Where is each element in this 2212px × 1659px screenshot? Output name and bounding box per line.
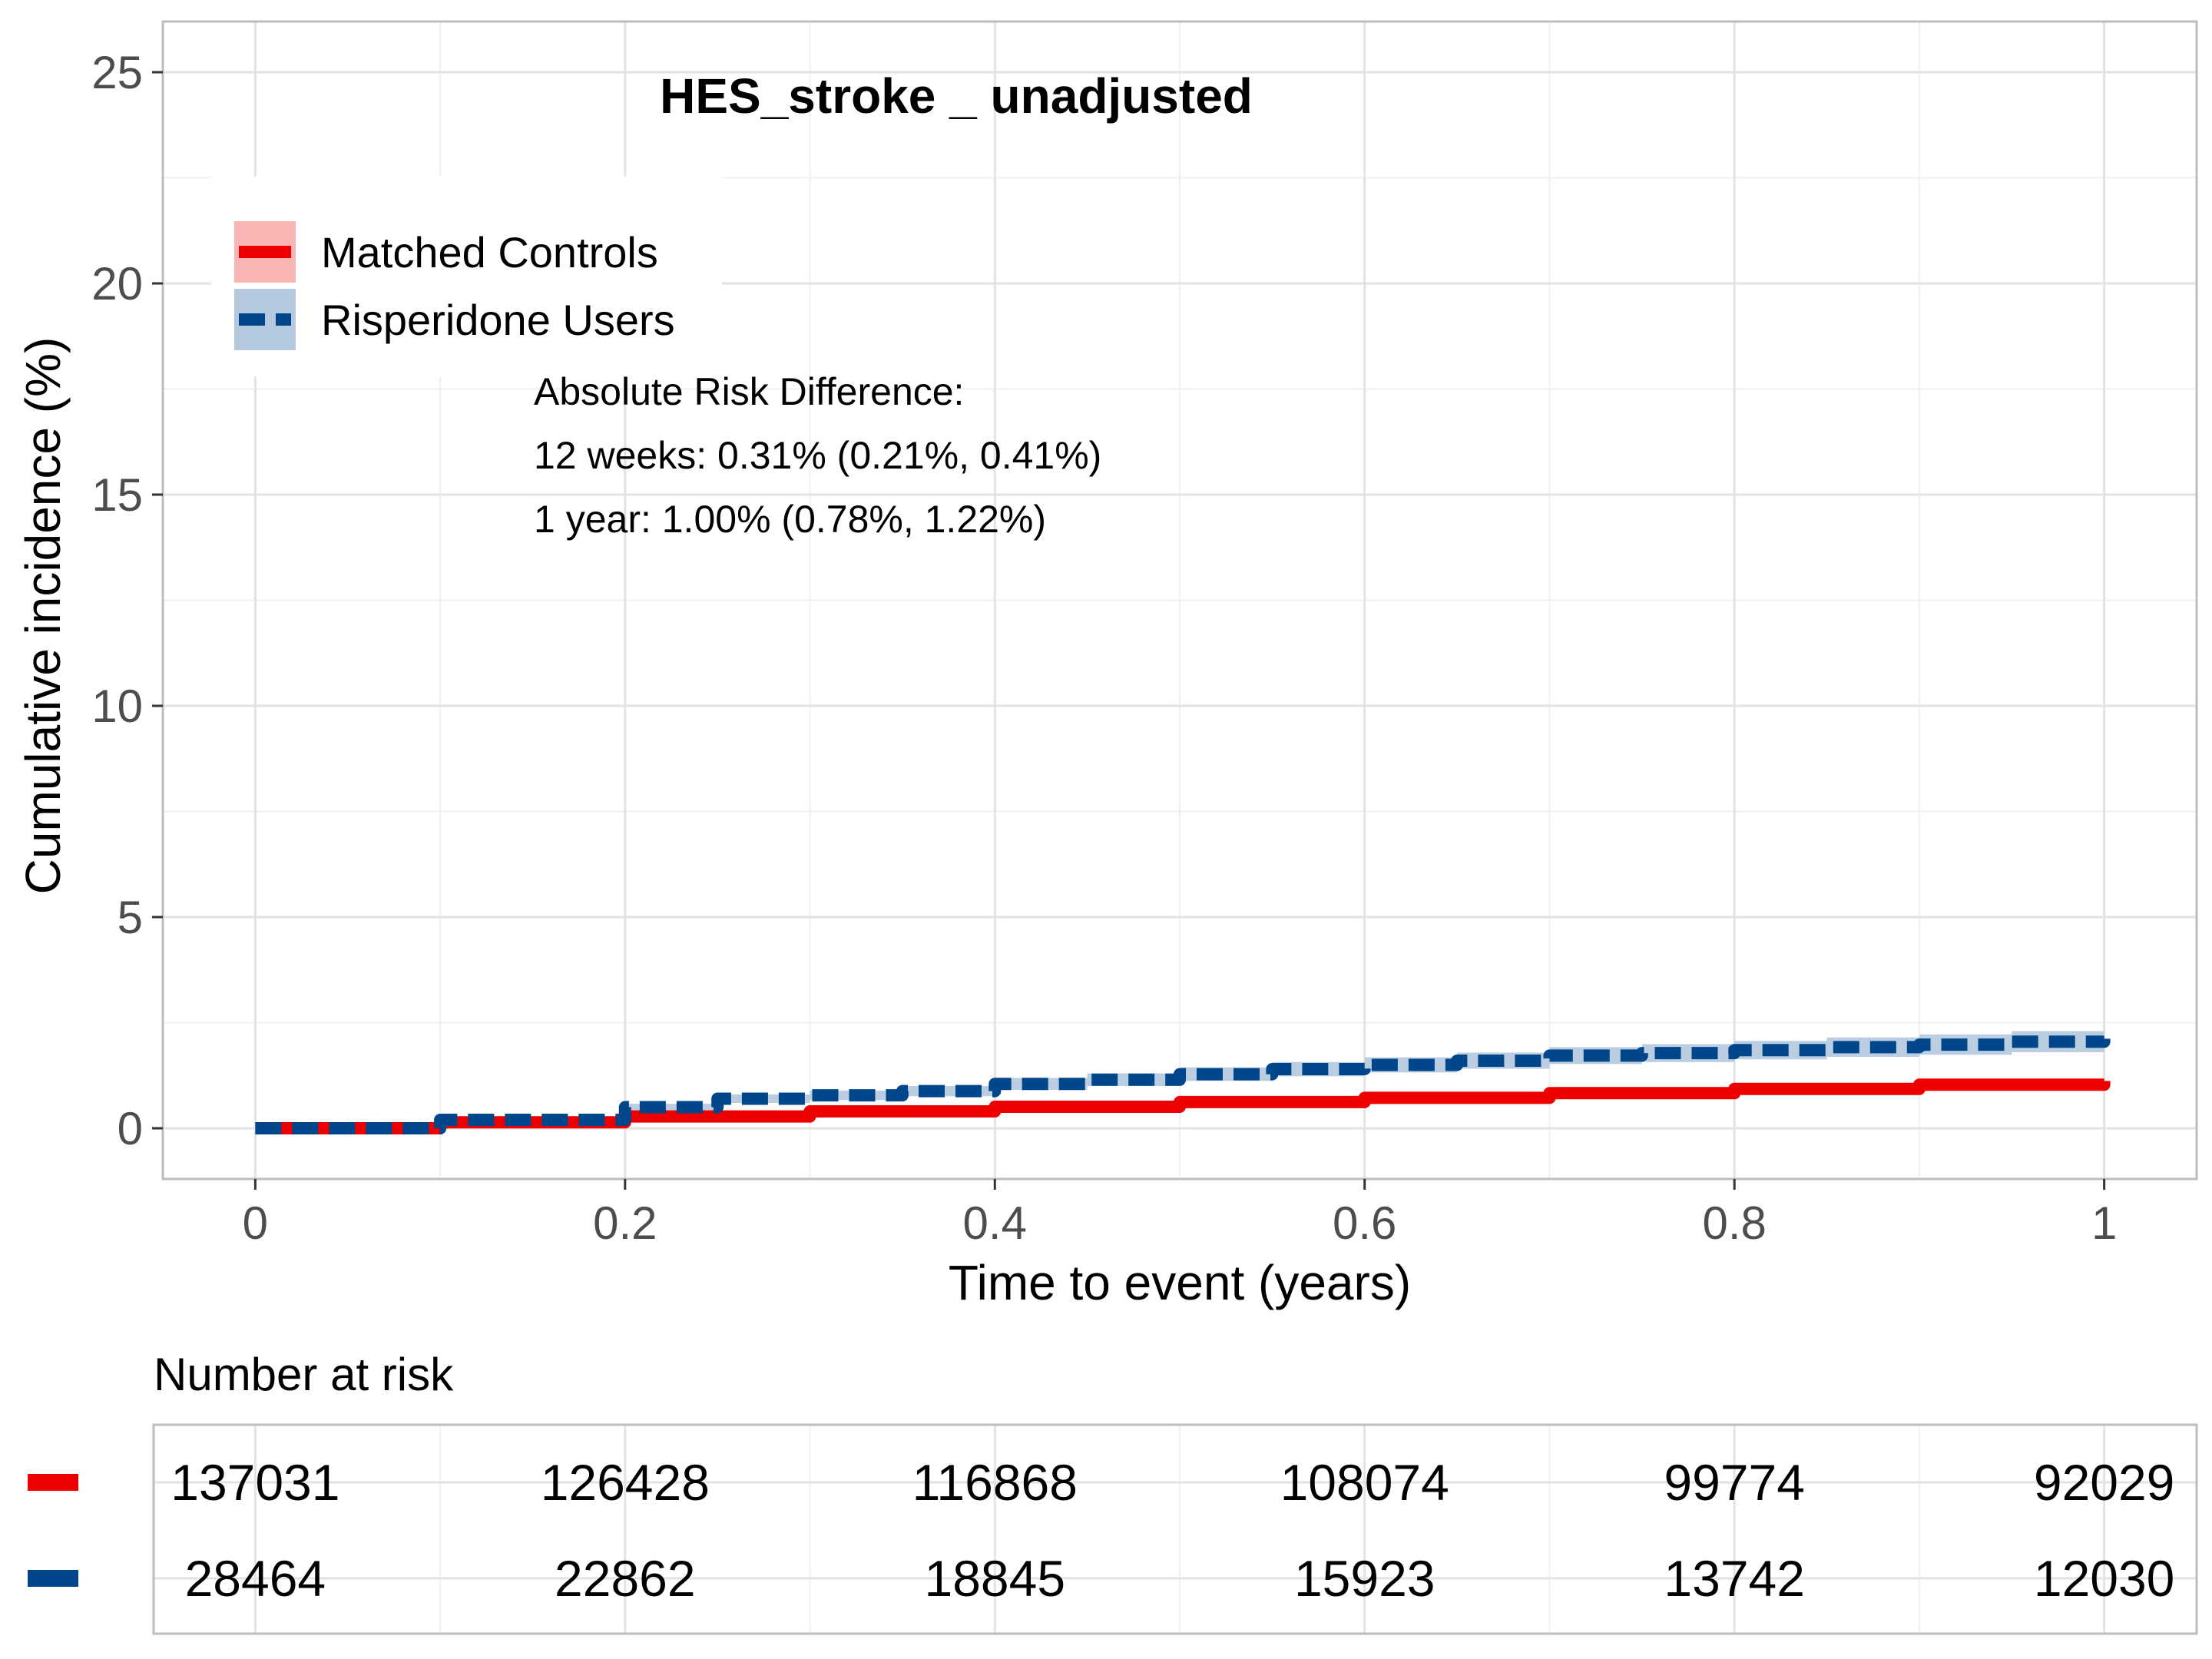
y-tick-label: 20 [91, 258, 143, 310]
y-tick-label: 25 [91, 47, 143, 98]
y-axis-title: Cumulative incidence (%) [15, 337, 71, 895]
risk-count: 116868 [912, 1454, 1078, 1511]
risk-count: 13742 [1664, 1550, 1805, 1607]
risk-difference-annotation: Absolute Risk Difference: 12 weeks: 0.31%… [534, 370, 1101, 541]
annotation-line: Absolute Risk Difference: [534, 370, 964, 413]
x-tick-label: 0.6 [1333, 1197, 1396, 1249]
chart-title: HES_stroke _ unadjusted [660, 68, 1253, 124]
annotation-line: 1 year: 1.00% (0.78%, 1.22%) [534, 498, 1046, 541]
y-tick-label: 10 [91, 680, 143, 732]
y-tick-label: 5 [118, 892, 143, 943]
series-line [255, 1035, 2111, 1134]
y-tick-label: 0 [118, 1103, 143, 1154]
x-tick-label: 0 [243, 1197, 268, 1249]
risk-count: 28464 [185, 1550, 326, 1607]
x-tick-label: 0.2 [593, 1197, 657, 1249]
plot-panel-border [161, 20, 2198, 1181]
risk-count: 12030 [2034, 1550, 2175, 1607]
legend: Matched Controls Risperidone Users [211, 177, 722, 376]
x-tick-label: 0.4 [963, 1197, 1027, 1249]
x-tick-label: 1 [2091, 1197, 2117, 1249]
x-axis-title: Time to event (years) [949, 1255, 1411, 1310]
risk-table-border [152, 1423, 2198, 1635]
annotation-line: 12 weeks: 0.31% (0.21%, 0.41%) [534, 434, 1101, 477]
risk-count: 99774 [1664, 1454, 1805, 1511]
risk-table-grid [154, 1425, 2197, 1634]
number-at-risk-title: Number at risk [154, 1349, 454, 1400]
incidence-lines [255, 1035, 2111, 1134]
risk-count: 108074 [1280, 1454, 1449, 1511]
risk-count: 137031 [171, 1454, 339, 1511]
risk-count: 126428 [541, 1454, 710, 1511]
legend-label: Matched Controls [321, 228, 658, 276]
risk-count: 15923 [1294, 1550, 1435, 1607]
risk-count: 92029 [2034, 1454, 2175, 1511]
x-tick-label: 0.8 [1702, 1197, 1766, 1249]
legend-label: Risperidone Users [321, 296, 675, 344]
risk-count: 22862 [555, 1550, 696, 1607]
risk-count: 18845 [925, 1550, 1066, 1607]
legend-background [211, 177, 722, 376]
y-tick-label: 15 [91, 469, 143, 521]
risk-table: 137031 126428 116868 108074 99774 92029 28464 2… [28, 1454, 2174, 1607]
